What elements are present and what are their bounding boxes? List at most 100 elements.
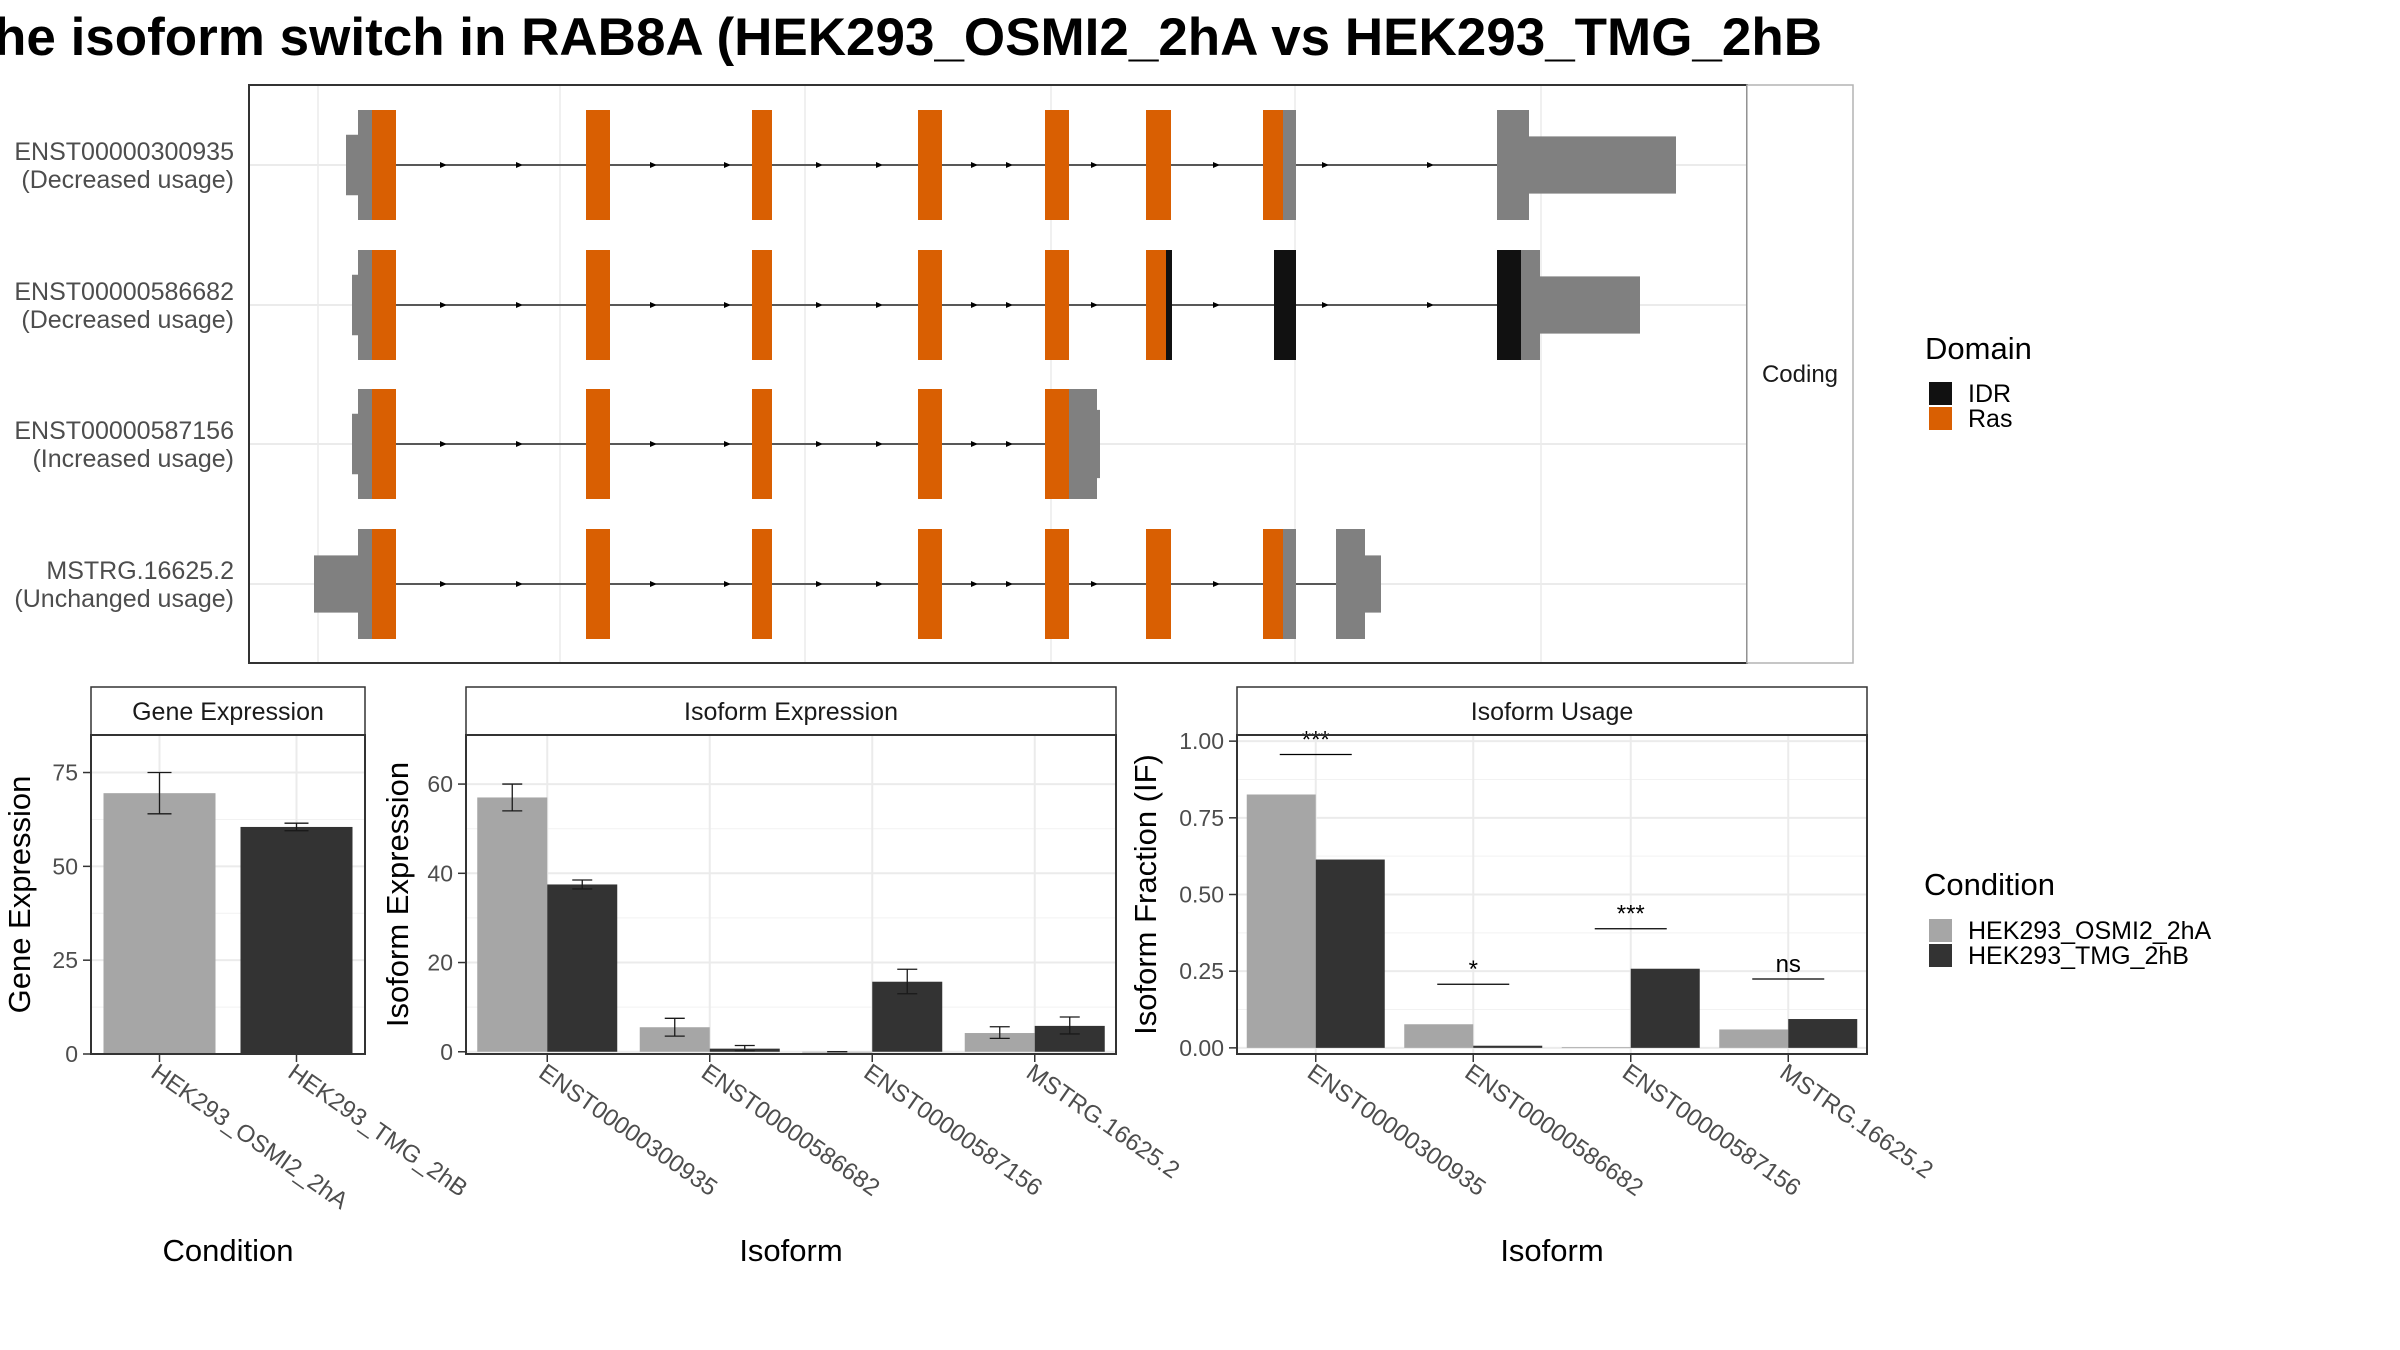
utr-exon <box>314 555 358 613</box>
y-tick-label: 75 <box>52 760 78 786</box>
utr-exon <box>1540 276 1640 334</box>
y-axis-label: Isoform Expression <box>380 762 415 1027</box>
y-tick-label: 0.50 <box>1179 882 1224 908</box>
coding-facet-label: Coding <box>1762 361 1838 388</box>
utr-exon <box>352 274 362 336</box>
utr-exon <box>1283 110 1296 220</box>
ras-domain-exon <box>372 389 396 499</box>
facet-strip <box>1236 686 1868 736</box>
bar-ENST00000300935-series-0 <box>477 797 548 1052</box>
intron-direction-arrow <box>724 441 731 447</box>
ras-domain-exon <box>752 389 772 499</box>
plot-title: he isoform switch in RAB8A (HEK293_OSMI2… <box>0 8 1822 67</box>
x-axis-label: Isoform <box>739 1233 842 1268</box>
intron-direction-arrow <box>1091 581 1098 587</box>
bar-ENST00000300935-series-0 <box>1246 794 1316 1048</box>
intron-direction-arrow <box>650 162 657 168</box>
ras-domain-exon <box>1045 250 1069 360</box>
condition-legend-label: HEK293_OSMI2_2hA <box>1968 917 2212 945</box>
facet-strip <box>90 686 366 736</box>
bar-MSTRG.16625.2-series-0 <box>964 1033 1035 1052</box>
ras-domain-exon <box>752 110 772 220</box>
intron-direction-arrow <box>1091 302 1098 308</box>
x-tick-label: MSTRG.16625.2 <box>1021 1059 1184 1184</box>
utr-exon <box>1497 110 1529 220</box>
significance-label: * <box>1469 956 1478 983</box>
ras-domain-exon <box>918 250 942 360</box>
intron-direction-arrow <box>816 581 823 587</box>
utr-exon <box>358 110 372 220</box>
y-tick-label: 60 <box>427 771 453 797</box>
bar-ENST00000300935-series-1 <box>1315 859 1385 1048</box>
bar-ENST00000300935-series-1 <box>547 884 618 1052</box>
ras-domain-exon <box>918 389 942 499</box>
x-tick-label: ENST00000586682 <box>696 1059 884 1202</box>
x-axis-label: Isoform <box>1500 1233 1603 1268</box>
domain-legend-key-idr <box>1929 382 1952 405</box>
intron-direction-arrow <box>1006 441 1013 447</box>
intron-direction-arrow <box>1006 581 1013 587</box>
y-tick-label: 0.75 <box>1179 805 1224 831</box>
bar-ENST00000587156-series-0 <box>1561 1047 1631 1049</box>
intron-direction-arrow <box>1091 162 1098 168</box>
idr-domain-exon <box>1274 250 1296 360</box>
intron-direction-arrow <box>440 581 447 587</box>
intron-direction-arrow <box>971 441 978 447</box>
y-tick-label: 20 <box>427 950 453 976</box>
panel-border <box>90 734 366 1055</box>
intron-direction-arrow <box>516 162 523 168</box>
isoform-label-line: ENST00000300935 <box>14 138 234 166</box>
intron-direction-arrow <box>876 441 883 447</box>
panel-border <box>465 734 1117 1055</box>
intron-direction-arrow <box>816 302 823 308</box>
ras-domain-exon <box>372 250 396 360</box>
bar-HEK293_OSMI2_2hA <box>103 793 216 1054</box>
intron-direction-arrow <box>1213 302 1220 308</box>
intron-direction-arrow <box>650 581 657 587</box>
idr-domain-exon <box>1166 250 1172 360</box>
intron-direction-arrow <box>816 162 823 168</box>
isoform-label: MSTRG.16625.2 (Unchanged usage) <box>14 557 234 613</box>
x-tick-label: ENST00000300935 <box>534 1059 722 1202</box>
ras-domain-exon <box>1045 389 1069 499</box>
intron-direction-arrow <box>1427 302 1434 308</box>
utr-exon <box>358 529 372 639</box>
bar-ENST00000587156-series-1 <box>1630 968 1700 1048</box>
intron-direction-arrow <box>516 581 523 587</box>
utr-exon <box>1521 250 1540 360</box>
intron-direction-arrow <box>440 441 447 447</box>
utr-exon <box>358 250 372 360</box>
y-tick-label: 0.25 <box>1179 958 1224 984</box>
x-axis-label: Condition <box>163 1233 294 1268</box>
ras-domain-exon <box>1146 110 1171 220</box>
intron-direction-arrow <box>1322 162 1329 168</box>
isoform-label-line: (Increased usage) <box>32 445 234 473</box>
coding-facet-strip <box>1746 84 1854 664</box>
ras-domain-exon <box>1045 110 1069 220</box>
intron-direction-arrow <box>724 162 731 168</box>
y-tick-label: 25 <box>52 947 78 973</box>
condition-legend-key <box>1929 944 1952 967</box>
intron-direction-arrow <box>1427 162 1434 168</box>
intron-direction-arrow <box>650 302 657 308</box>
intron-direction-arrow <box>724 581 731 587</box>
intron-direction-arrow <box>724 302 731 308</box>
bar-ENST00000586682-series-0 <box>1404 1024 1474 1048</box>
isoform-label: ENST00000586682 (Decreased usage) <box>14 278 234 334</box>
intron-direction-arrow <box>1322 302 1329 308</box>
domain-legend-title: Domain <box>1925 331 2032 366</box>
bar-ENST00000586682-series-1 <box>1473 1045 1543 1048</box>
y-tick-label: 0 <box>440 1039 453 1065</box>
ras-domain-exon <box>1045 529 1069 639</box>
condition-legend-key <box>1929 919 1952 942</box>
intron-direction-arrow <box>876 581 883 587</box>
y-tick-label: 50 <box>52 853 78 879</box>
ras-domain-exon <box>752 529 772 639</box>
intron-direction-arrow <box>971 581 978 587</box>
intron-direction-arrow <box>516 302 523 308</box>
ras-domain-exon <box>586 110 610 220</box>
utr-exon <box>1529 136 1676 194</box>
